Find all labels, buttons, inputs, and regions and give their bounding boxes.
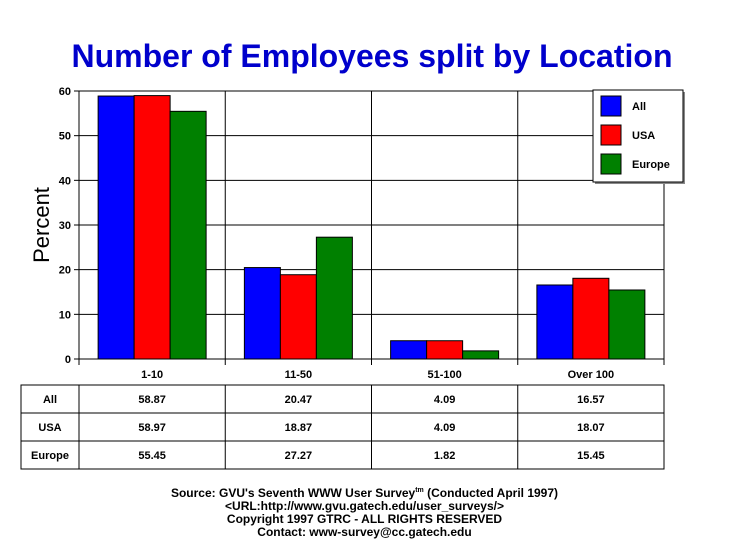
bar-usa-0: [133, 95, 171, 360]
y-tick-label-6: 60: [59, 86, 71, 98]
bar-europe-2: [462, 350, 500, 360]
footer-contact: Contact: www-survey@cc.gatech.edu: [257, 525, 472, 539]
table-cell-europe-3: 15.45: [577, 450, 605, 462]
y-tick-label-5: 50: [59, 131, 71, 143]
legend-swatch-europe: [600, 153, 622, 175]
plot-area: 0 10 20 30 40 50 60: [59, 86, 665, 366]
table-cell-europe-1: 27.27: [285, 450, 313, 462]
bar-all-0: [97, 95, 135, 360]
table-frame: [20, 384, 665, 470]
legend-label-all: All: [632, 101, 646, 113]
footer-source: Source: GVU's Seventh WWW User Surveytm …: [170, 486, 559, 500]
bar-europe-1: [315, 236, 353, 360]
x-tick-label-2: 51-100: [427, 369, 461, 381]
footer-copyright: Copyright 1997 GTRC - ALL RIGHTS RESERVE…: [226, 512, 503, 526]
table-cell-all-2: 4.09: [434, 394, 455, 406]
table-cell-usa-1: 18.87: [285, 422, 313, 434]
legend-label-usa: USA: [632, 130, 655, 142]
footer: Source: GVU's Seventh WWW User Surveytm …: [0, 484, 729, 539]
table-cell-usa-2: 4.09: [434, 422, 455, 434]
table-row-label-europe: Europe: [31, 450, 69, 462]
bar-all-3: [536, 284, 574, 360]
y-tick-label-2: 20: [59, 265, 71, 277]
chart-title: Number of Employees split by Location: [72, 38, 673, 74]
table-cell-usa-0: 58.97: [138, 422, 166, 434]
bar-europe-0: [169, 110, 207, 360]
x-tick-label-0: 1-10: [141, 369, 163, 381]
bar-usa-3: [572, 277, 610, 360]
table-row-label-usa: USA: [38, 422, 61, 434]
legend-swatch-all: [600, 95, 622, 117]
x-tick-label-3: Over 100: [568, 369, 614, 381]
y-tick-label-4: 40: [59, 175, 71, 187]
y-tick-label-3: 30: [59, 220, 71, 232]
table-cell-europe-0: 55.45: [138, 450, 166, 462]
y-tick-label-1: 10: [59, 309, 71, 321]
x-tick-label-1: 11-50: [285, 369, 313, 381]
bar-usa-2: [426, 340, 464, 360]
y-tick-label-0: 0: [65, 354, 71, 366]
legend-label-europe: Europe: [632, 159, 670, 171]
footer-url: <URL:http://www.gvu.gatech.edu/user_surv…: [225, 499, 504, 513]
table-cell-all-0: 58.87: [138, 394, 166, 406]
table-cell-europe-2: 1.82: [434, 450, 455, 462]
legend-swatch-usa: [600, 124, 622, 146]
table-cell-usa-3: 18.07: [577, 422, 605, 434]
table-cell-all-3: 16.57: [577, 394, 605, 406]
bar-europe-3: [608, 289, 646, 360]
bar-usa-1: [279, 274, 317, 360]
table-cell-all-1: 20.47: [285, 394, 313, 406]
table-row-label-all: All: [43, 394, 57, 406]
bar-all-2: [390, 340, 428, 360]
legend: All USA Europe: [592, 89, 685, 184]
y-axis-label: Percent: [29, 187, 54, 263]
bar-all-1: [243, 267, 281, 360]
data-table: 1-10 11-50 51-100 Over 100 All 58.87 20.47 4.09…: [20, 359, 665, 470]
